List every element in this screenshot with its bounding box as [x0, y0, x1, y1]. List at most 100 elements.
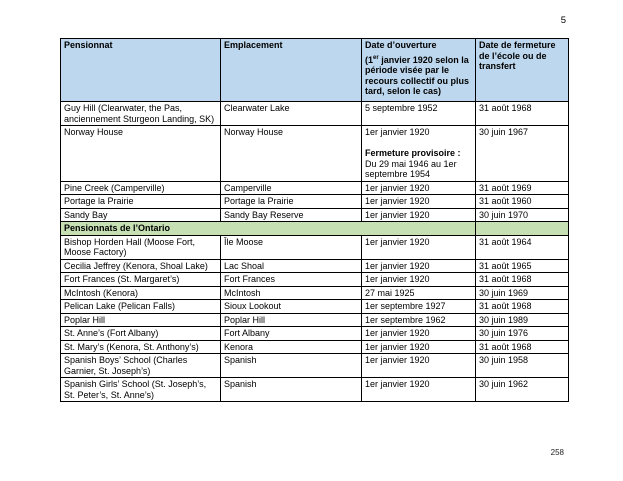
cell-line: 1er janvier 1920: [365, 196, 430, 206]
cell-emplacement: Kenora: [220, 339, 362, 354]
cell-ouverture: 1er janvier 1920: [361, 272, 476, 287]
cell-emplacement: Île Moose: [220, 234, 362, 260]
section-empty-cell: [475, 221, 569, 236]
cell-line: 1er janvier 1920: [365, 209, 430, 220]
cell-line: 1er septembre 1962: [365, 314, 446, 325]
cell-emplacement: McIntosh: [220, 285, 362, 300]
table-row: Pelican Lake (Pelican Falls) Sioux Lookou…: [60, 299, 569, 314]
cell-fermeture: 30 juin 1967: [475, 125, 569, 182]
table-row: Sandy Bay Sandy Bay Reserve 1er janvier 19…: [60, 207, 569, 222]
cell-line: 1er janvier 1920: [365, 236, 430, 247]
table-row: Norway House Norway House 1er janvier 1920…: [60, 125, 569, 182]
cell-fermeture: 30 juin 1970: [475, 207, 569, 222]
table-row: Portage la Prairie Portage la Prairie 1er …: [60, 194, 569, 209]
cell-emplacement: Poplar Hill: [220, 312, 362, 327]
cell-pensionnat: Pine Creek (Camperville): [60, 180, 221, 195]
header-cell-fermeture: Date de fermeture de l’école ou de trans…: [475, 38, 569, 102]
cell-pensionnat: Fort Frances (St. Margaret’s): [60, 272, 221, 287]
header-ouverture-title: Date d’ouverture: [365, 40, 437, 50]
table-row: Poplar Hill Poplar Hill 1er septembre 1962…: [60, 312, 569, 327]
table-row: Guy Hill (Clearwater, the Pas, anciennem…: [60, 101, 569, 126]
cell-emplacement: Spanish: [220, 377, 362, 402]
header-ouverture-subtitle: (1er janvier 1920 selon la période visée…: [365, 55, 472, 97]
section-label: Pensionnats de l’Ontario: [60, 221, 476, 236]
cell-line: Du 29 mai 1946 au 1er septembre 1954: [365, 158, 457, 180]
table-row: Bishop Horden Hall (Moose Fort, Moose Fa…: [60, 234, 569, 260]
cell-emplacement: Spanish: [220, 353, 362, 378]
cell-pensionnat: Guy Hill (Clearwater, the Pas, anciennem…: [60, 101, 221, 126]
section-row: Pensionnats de l’Ontario: [60, 221, 569, 236]
cell-line: 1er janvier 1920: [365, 379, 430, 389]
table-body: Guy Hill (Clearwater, the Pas, anciennem…: [60, 101, 569, 402]
cell-fermeture: 31 août 1960: [475, 194, 569, 209]
cell-ouverture: 1er septembre 1962: [361, 312, 476, 327]
cell-ouverture: 1er janvier 1920: [361, 377, 476, 402]
cell-ouverture: 1er janvier 1920: [361, 234, 476, 260]
cell-pensionnat: Sandy Bay: [60, 207, 221, 222]
cell-ouverture: 5 septembre 1952: [361, 101, 476, 126]
cell-ouverture: 1er janvier 1920: [361, 353, 476, 378]
cell-line: 1er janvier 1920: [365, 328, 430, 338]
cell-line: 1er janvier 1920: [365, 260, 430, 271]
cell-fermeture: 31 août 1968: [475, 299, 569, 314]
table-row: St. Anne’s (Fort Albany) Fort Albany 1er j…: [60, 326, 569, 341]
table-row: Cecilia Jeffrey (Kenora, Shoal Lake) Lac …: [60, 258, 569, 273]
cell-pensionnat: Spanish Girls’ School (St. Joseph’s, St.…: [60, 377, 221, 402]
cell-line: Fermeture provisoire :: [365, 148, 461, 158]
cell-ouverture: 1er janvier 1920: [361, 194, 476, 209]
cell-emplacement: Clearwater Lake: [220, 101, 362, 126]
cell-pensionnat: Spanish Boys’ School (Charles Garnier, S…: [60, 353, 221, 378]
table-row: Spanish Girls’ School (St. Joseph’s, St.…: [60, 377, 569, 402]
cell-pensionnat: Pelican Lake (Pelican Falls): [60, 299, 221, 314]
cell-emplacement: Fort Albany: [220, 326, 362, 341]
cell-pensionnat: Bishop Horden Hall (Moose Fort, Moose Fa…: [60, 234, 221, 260]
cell-fermeture: 31 août 1968: [475, 272, 569, 287]
cell-pensionnat: Cecilia Jeffrey (Kenora, Shoal Lake): [60, 258, 221, 273]
cell-pensionnat: McIntosh (Kenora): [60, 285, 221, 300]
header-subtitle-superscript: er: [373, 54, 379, 61]
table-row: Pine Creek (Camperville) Camperville 1er j…: [60, 180, 569, 195]
cell-line: 1er janvier 1920: [365, 182, 430, 193]
cell-line: 1er janvier 1920: [365, 355, 430, 365]
cell-line: 27 mai 1925: [365, 287, 415, 298]
cell-ouverture: 1er janvier 1920: [361, 180, 476, 195]
table-row: McIntosh (Kenora) McIntosh 27 mai 1925 30 j…: [60, 285, 569, 300]
cell-emplacement: Portage la Prairie: [220, 194, 362, 209]
cell-line: 1er janvier 1920: [365, 341, 430, 352]
cell-fermeture: 31 août 1964: [475, 234, 569, 260]
page-number-bottom: 258: [550, 448, 564, 457]
header-cell-emplacement: Emplacement: [220, 38, 362, 102]
cell-fermeture: 31 août 1968: [475, 101, 569, 126]
cell-ouverture: 1er janvier 1920: [361, 326, 476, 341]
cell-pensionnat: Poplar Hill: [60, 312, 221, 327]
cell-line: 1er janvier 1920: [365, 127, 430, 137]
cell-emplacement: Sioux Lookout: [220, 299, 362, 314]
cell-emplacement: Fort Frances: [220, 272, 362, 287]
schools-table: Pensionnat Emplacement Date d’ouverture …: [60, 38, 569, 402]
header-cell-ouverture: Date d’ouverture (1er janvier 1920 selon…: [361, 38, 476, 102]
table-row: St. Mary’s (Kenora, St. Anthony’s) Kenora…: [60, 339, 569, 354]
cell-line: 1er septembre 1927: [365, 301, 446, 311]
cell-fermeture: 30 juin 1958: [475, 353, 569, 378]
cell-line: [365, 138, 472, 149]
cell-fermeture: 30 juin 1976: [475, 326, 569, 341]
cell-ouverture: 1er janvier 1920: [361, 258, 476, 273]
header-subtitle-rest: janvier 1920 selon la période visée par …: [365, 54, 470, 97]
cell-ouverture: 1er septembre 1927: [361, 299, 476, 314]
cell-fermeture: 31 août 1969: [475, 180, 569, 195]
cell-emplacement: Sandy Bay Reserve: [220, 207, 362, 222]
cell-ouverture: 1er janvier 1920: [361, 339, 476, 354]
cell-emplacement: Norway House: [220, 125, 362, 182]
table-row: Spanish Boys’ School (Charles Garnier, S…: [60, 353, 569, 378]
cell-fermeture: 31 août 1968: [475, 339, 569, 354]
cell-line: 5 septembre 1952: [365, 103, 438, 113]
table-row: Fort Frances (St. Margaret’s) Fort France…: [60, 272, 569, 287]
cell-ouverture: 1er janvier 1920 Fermeture provisoire :D…: [361, 125, 476, 182]
cell-fermeture: 30 juin 1962: [475, 377, 569, 402]
cell-emplacement: Camperville: [220, 180, 362, 195]
cell-ouverture: 27 mai 1925: [361, 285, 476, 300]
page-number-top: 5: [560, 15, 566, 26]
cell-line: 1er janvier 1920: [365, 274, 430, 284]
cell-pensionnat: St. Anne’s (Fort Albany): [60, 326, 221, 341]
